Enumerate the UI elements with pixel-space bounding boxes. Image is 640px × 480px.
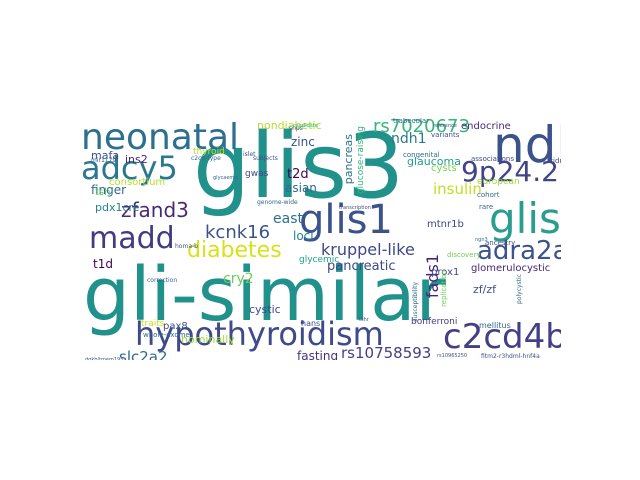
- word-fasting: fasting: [297, 349, 339, 360]
- word-candidate: candidate: [293, 123, 318, 129]
- word-kruppel-like: kruppel-like: [321, 240, 415, 259]
- word-replication: replication: [440, 270, 448, 307]
- word-cloud: glis3 gli-similar ndh glis glis1 neonatal hypo…: [81, 118, 561, 360]
- word-correction: correction: [147, 277, 178, 284]
- word-subjects: subjects: [253, 155, 278, 162]
- word-reference: reference: [433, 123, 457, 129]
- word-gli-similar: gli-similar: [83, 252, 446, 338]
- word-glis1: glis1: [299, 197, 393, 243]
- word-glycaemic: glycaemic: [213, 175, 239, 181]
- word-pdx1cre: pdx1cre: [95, 201, 140, 214]
- word-east: east: [273, 211, 303, 227]
- word-discovery: discovery: [447, 251, 481, 259]
- word-9p24-2: 9p24.2: [461, 155, 559, 188]
- word-asian: asian: [285, 181, 317, 195]
- word-zinc: zinc: [291, 135, 315, 149]
- word-pancreatic: pancreatic: [327, 259, 396, 274]
- word-gwas: gwas: [245, 169, 269, 179]
- word-mir1179: mir1179: [91, 157, 117, 164]
- word-ndh: ndh: [493, 118, 561, 174]
- word-diabetes: diabetes: [187, 238, 282, 263]
- word-mellitus: mellitus: [479, 321, 511, 330]
- word-susceptibility: susceptibility: [412, 282, 419, 322]
- word-rs10758593: rs10758593: [341, 344, 432, 361]
- word-zfand3: zfand3: [121, 198, 189, 222]
- word-homa-b: homa-b: [175, 243, 198, 250]
- word-dgkb-tmem195: dgkb/tmem195: [85, 357, 124, 361]
- word-t2d: t2d: [287, 167, 309, 182]
- word-bonferroni: bonferroni: [411, 317, 458, 327]
- word-pax8: pax8: [163, 321, 188, 332]
- word-variants: variants: [431, 131, 460, 139]
- word-glycemic: glycemic: [299, 255, 340, 265]
- word-hypothyroidism: hypothyroidism: [135, 315, 384, 353]
- word-adcy5: adcy5: [81, 149, 178, 187]
- word-traits: traits: [141, 319, 165, 329]
- word-glaucoma: glaucoma: [407, 155, 461, 168]
- word-nondiabetic: nondiabetic: [257, 119, 322, 132]
- word-thyroid: thyroid: [193, 147, 225, 157]
- word-mtnr1b: mtnr1b: [427, 219, 464, 230]
- word-glis: glis: [489, 194, 561, 243]
- word-ins2: ins2: [125, 153, 148, 166]
- word-tsh: tsh: [95, 187, 111, 198]
- word-glomerulocystic: glomerulocystic: [471, 263, 551, 274]
- word-european: european: [477, 177, 520, 187]
- word-mafa: mafa: [91, 149, 120, 162]
- word-consortium: consortium: [109, 177, 166, 188]
- word-glucose-raising: glucose-raising: [356, 126, 366, 195]
- word-ancestry: ancestry: [485, 239, 516, 247]
- word-c2cd-type: c2cd-type: [191, 155, 221, 162]
- word-madd: madd: [89, 221, 175, 256]
- word-cystic: cystic: [249, 303, 281, 316]
- word-t1d: t1d: [93, 257, 113, 271]
- word-prox1: prox1: [431, 267, 460, 278]
- word-endocrine: endocrine: [461, 121, 511, 132]
- word-rare: rare: [479, 203, 494, 211]
- word-zf-zf: zf/zf: [473, 283, 496, 296]
- word-genome-wide: genome-wide: [257, 199, 298, 206]
- word-polycystic: polycystic: [516, 274, 523, 304]
- word-tshr: tshr: [359, 317, 369, 323]
- word-ndh1: ndh1: [391, 131, 427, 147]
- word-whole-exome: whole-exome: [143, 331, 190, 339]
- word-rs7020673: rs7020673: [373, 118, 470, 137]
- word-fitm2-r3hdml-hnf4a: fitm2-r3hdml-hnf4a: [481, 353, 540, 360]
- word-cysts: cysts: [431, 163, 457, 174]
- word-insulin: insulin: [433, 180, 482, 198]
- word-c2cd4b: c2cd4b: [443, 317, 561, 357]
- word-kcnk16: kcnk16: [205, 222, 271, 243]
- word-kidney: kidney: [549, 157, 561, 165]
- word-adra2a: adra2a: [477, 236, 561, 266]
- word-hans: hans: [301, 319, 321, 328]
- word-associations: associations: [471, 155, 515, 163]
- word-rs10965250: rs10965250: [437, 353, 468, 359]
- word-congenital: congenital: [403, 151, 440, 159]
- word-transcription: transcription: [339, 205, 371, 211]
- word-cry2: cry2: [223, 271, 254, 287]
- word-loci: loci: [293, 229, 314, 243]
- word-islet: islet: [243, 151, 256, 158]
- word-trabecular: trabecular: [393, 118, 430, 125]
- word-pancreas: pancreas: [342, 134, 355, 185]
- word-neonatal: neonatal: [81, 118, 240, 158]
- word-ngn3: ngn3: [475, 237, 488, 243]
- word-slc2a2: slc2a2: [119, 348, 168, 361]
- word-glis3: glis3: [193, 118, 405, 219]
- word-cohort: cohort: [477, 191, 500, 199]
- word-finger: finger: [91, 183, 127, 197]
- word-nominally: nominally: [181, 333, 235, 346]
- word-snps: snps: [289, 125, 303, 132]
